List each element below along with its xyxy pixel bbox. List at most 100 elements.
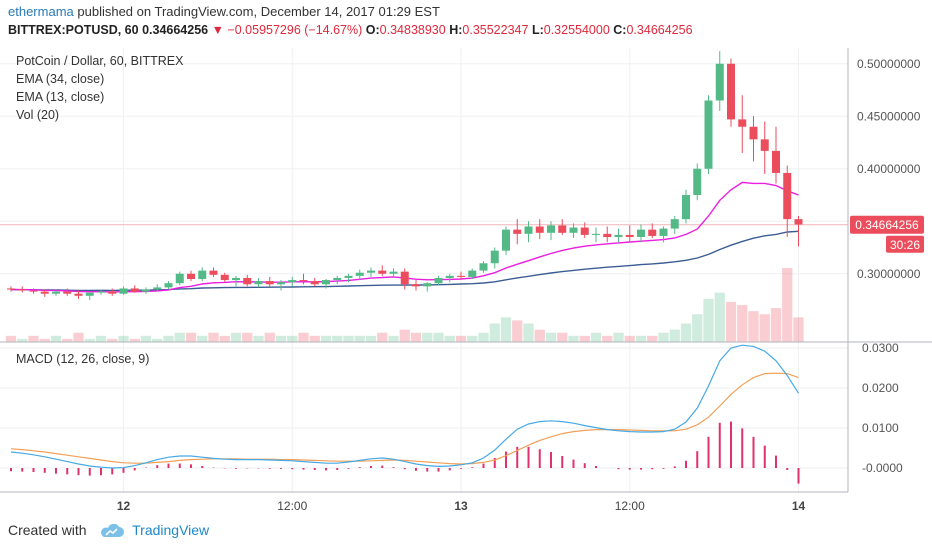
volume-bar	[309, 335, 320, 342]
candle	[63, 288, 72, 296]
open-value: 0.34838930	[379, 23, 446, 37]
candle	[367, 267, 375, 277]
candle	[704, 95, 713, 174]
volume-bar	[703, 298, 714, 342]
volume-bar	[770, 308, 782, 342]
candle	[535, 219, 544, 240]
candle-body	[130, 288, 139, 292]
candle-body	[614, 234, 623, 237]
candle-body	[569, 227, 578, 233]
candle-body	[603, 233, 612, 237]
volume-bar	[39, 338, 50, 342]
candle	[119, 286, 128, 295]
author-link[interactable]: ethermama	[8, 4, 74, 19]
candle	[277, 280, 285, 291]
candle-body	[535, 226, 544, 233]
candle	[243, 274, 252, 287]
volume-bar	[118, 335, 129, 342]
candle-body	[40, 291, 49, 294]
volume-bar	[455, 335, 467, 342]
candle	[659, 226, 668, 243]
volume-bar	[782, 268, 793, 342]
candle-body	[693, 168, 702, 195]
candle	[299, 273, 308, 285]
volume-bar	[534, 329, 545, 342]
candle	[74, 290, 83, 299]
volume-bar	[253, 335, 264, 342]
close-value: 0.34664256	[626, 23, 693, 37]
signal-line	[10, 372, 799, 465]
volume-bar	[343, 335, 354, 342]
candle	[749, 116, 758, 162]
volume-bar	[287, 335, 298, 342]
open-label: O:	[365, 23, 380, 37]
candle-body	[389, 271, 398, 274]
volume-bar	[298, 332, 309, 342]
candle-body	[85, 292, 94, 296]
volume-bar	[613, 332, 624, 342]
candle	[794, 216, 803, 247]
candle	[513, 219, 522, 245]
candle-body	[74, 293, 83, 296]
macd-axis-labels: 0.0300 0.0200 0.0100 -0.0000	[862, 341, 903, 475]
candle	[220, 272, 229, 283]
candle	[153, 284, 162, 292]
candle-body	[232, 277, 240, 281]
candle	[232, 275, 240, 287]
candle-body	[63, 291, 72, 294]
candle-body	[749, 126, 758, 140]
candle-body	[682, 195, 690, 220]
macd-tick-label: 0.0100	[862, 421, 899, 435]
volume-bar	[444, 335, 455, 342]
volume-bar	[219, 335, 230, 342]
low-label: L:	[531, 23, 544, 37]
chart-area[interactable]: 0.500000000.450000000.400000000.35000000…	[0, 42, 932, 517]
candle-body	[783, 172, 792, 220]
candle-body	[760, 139, 769, 151]
candle	[389, 268, 398, 278]
candle	[637, 224, 645, 243]
price-tick-label: 0.40000000	[857, 162, 921, 176]
volume-bar	[174, 332, 185, 342]
candle-body	[794, 219, 803, 225]
price-badge: 0.34664256	[850, 215, 924, 234]
tradingview-brand-link[interactable]: TradingView	[132, 522, 210, 538]
candle	[490, 247, 499, 269]
volume-bar	[478, 332, 489, 342]
candle	[423, 282, 432, 292]
macd-tick-label: 0.0300	[862, 341, 899, 355]
legend-ema13: EMA (13, close)	[16, 90, 105, 104]
volume-bar	[140, 335, 152, 342]
volume-bar	[568, 335, 579, 342]
candle	[400, 268, 409, 290]
candle	[198, 267, 207, 282]
volume-bar	[433, 332, 444, 342]
volume-bar	[107, 338, 118, 342]
candle-body	[479, 263, 488, 271]
time-tick-label: 12:00	[615, 499, 645, 513]
candle-body	[659, 228, 668, 236]
candle-body	[29, 290, 38, 292]
volume-bar	[264, 332, 275, 342]
time-tick-label: 14	[792, 499, 806, 513]
volume-bar	[467, 335, 478, 342]
volume-bar	[725, 301, 737, 342]
candle-body	[310, 281, 319, 285]
candle-body	[592, 233, 600, 235]
candle-body	[333, 277, 342, 281]
candle-body	[580, 227, 589, 235]
candle-body	[265, 281, 274, 285]
candle-body	[220, 274, 229, 281]
time-tick-label: 13	[454, 499, 468, 513]
quote-line: BITTREX:POTUSD, 60 0.34664256 ▼ −0.05957…	[8, 23, 693, 37]
candle	[187, 270, 195, 282]
volume-bar	[208, 332, 219, 342]
candle-body	[254, 281, 263, 285]
volume-bar	[365, 335, 377, 342]
volume-bar	[95, 335, 107, 342]
candle-body	[7, 288, 15, 290]
published-line: ethermama published on TradingView.com, …	[8, 4, 440, 19]
time-tick-label: 12	[117, 499, 131, 513]
candle	[580, 222, 589, 239]
candle-body	[445, 275, 454, 278]
